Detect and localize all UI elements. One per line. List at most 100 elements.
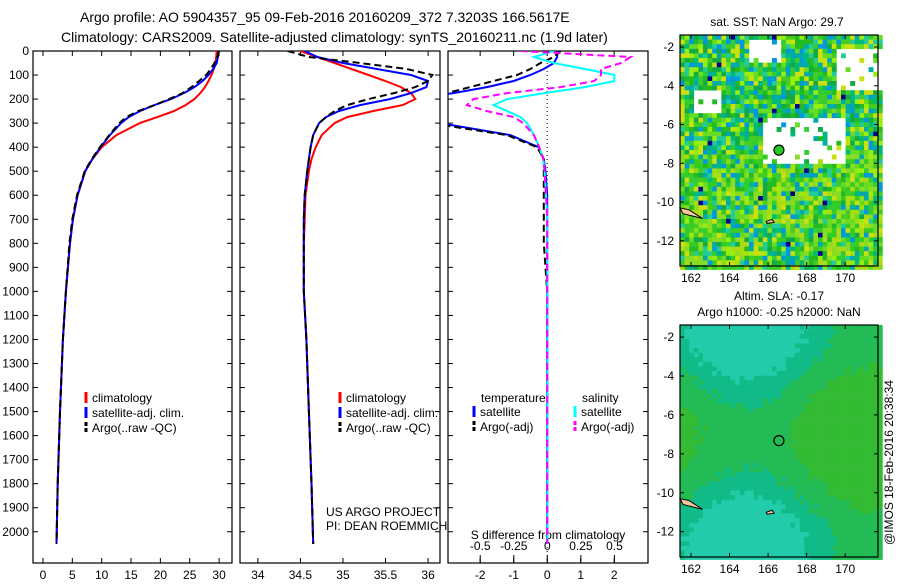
map-cell	[721, 53, 727, 59]
map-cell	[877, 140, 883, 146]
map-cell	[859, 255, 865, 261]
map-cell	[831, 81, 837, 86]
map-cell	[703, 499, 708, 505]
map-cell	[726, 449, 731, 455]
map-cell	[730, 357, 736, 363]
map-cell	[868, 200, 874, 206]
map-cell	[785, 223, 791, 229]
map-cell	[698, 71, 704, 77]
map-cell	[781, 361, 787, 367]
map-cell	[739, 398, 745, 404]
map-cell	[781, 421, 787, 427]
map-cell	[749, 509, 754, 514]
map-cell	[877, 177, 883, 183]
map-cell	[749, 412, 754, 418]
map-cell	[790, 214, 796, 220]
map-cell	[854, 214, 860, 220]
map-cell	[753, 463, 759, 468]
map-cell	[739, 145, 745, 151]
map-cell	[854, 513, 860, 519]
map-cell	[684, 140, 690, 146]
map-cell	[864, 458, 869, 464]
map-cell	[730, 85, 736, 91]
map-cell	[703, 440, 708, 445]
map-cell	[772, 348, 777, 353]
map-cell	[868, 361, 874, 367]
map-cell	[813, 325, 819, 330]
map-cell	[749, 232, 754, 238]
map-cell	[808, 361, 814, 367]
map-cell	[818, 219, 823, 224]
map-cell	[873, 219, 879, 224]
map-cell	[873, 486, 879, 491]
map-cell	[859, 430, 865, 436]
map-cell	[831, 94, 837, 100]
map-cell	[850, 444, 856, 450]
map-cell	[753, 131, 759, 137]
map-cell	[845, 117, 851, 123]
map-cell	[827, 44, 833, 50]
map-cell	[813, 334, 819, 340]
map-cell	[689, 163, 695, 169]
map-cell	[813, 481, 819, 487]
map-cell	[827, 76, 833, 82]
map-cell	[735, 154, 741, 160]
map-cell	[799, 394, 805, 399]
map-cell	[781, 499, 787, 505]
map-cell	[730, 467, 736, 473]
map-cell	[831, 329, 837, 335]
map-cell	[795, 490, 800, 496]
map-cell	[721, 214, 727, 220]
map-cell	[730, 196, 736, 201]
map-cell	[721, 150, 727, 155]
map-cell	[877, 398, 883, 404]
map-cell	[735, 260, 741, 266]
map-cell	[744, 108, 750, 114]
map-cell	[693, 421, 699, 427]
map-cell	[758, 104, 764, 109]
map-cell	[827, 481, 833, 487]
map-cell	[726, 435, 731, 441]
map-cell	[680, 522, 685, 528]
map-cell	[854, 467, 860, 473]
map-cell	[813, 509, 819, 514]
map-cell	[776, 481, 782, 487]
map-cell	[781, 522, 787, 528]
map-cell	[730, 81, 736, 86]
map-cell	[767, 85, 773, 91]
map-cell	[716, 407, 722, 413]
map-cell	[735, 182, 741, 188]
map-cell	[845, 159, 851, 165]
map-cell	[854, 426, 860, 432]
map-cell	[716, 237, 722, 243]
map-cell	[735, 173, 741, 178]
map-cell	[827, 380, 833, 386]
map-cell	[716, 219, 722, 224]
map-cell	[762, 209, 768, 215]
map-cell	[845, 255, 851, 261]
map-cell	[808, 85, 814, 91]
map-cell	[735, 62, 741, 68]
map-cell	[854, 131, 860, 137]
map-cell	[799, 108, 805, 114]
map-cell	[707, 58, 713, 63]
map-cell	[730, 513, 736, 519]
map-cell	[785, 99, 791, 105]
map-cell	[726, 444, 731, 450]
map-cell	[712, 71, 718, 77]
map-cell	[739, 177, 745, 183]
map-cell	[841, 251, 846, 257]
map-cell	[845, 435, 851, 441]
map-cell	[707, 545, 713, 551]
map-cell	[845, 329, 851, 335]
map-cell	[822, 325, 828, 330]
map-cell	[767, 449, 773, 455]
map-cell	[684, 453, 690, 459]
map-cell	[703, 532, 708, 537]
map-cell	[721, 200, 727, 206]
map-cell	[873, 513, 879, 519]
map-cell	[868, 430, 874, 436]
map-cell	[749, 214, 754, 220]
legend-label: satellite	[480, 405, 521, 419]
map-cell	[749, 366, 754, 372]
